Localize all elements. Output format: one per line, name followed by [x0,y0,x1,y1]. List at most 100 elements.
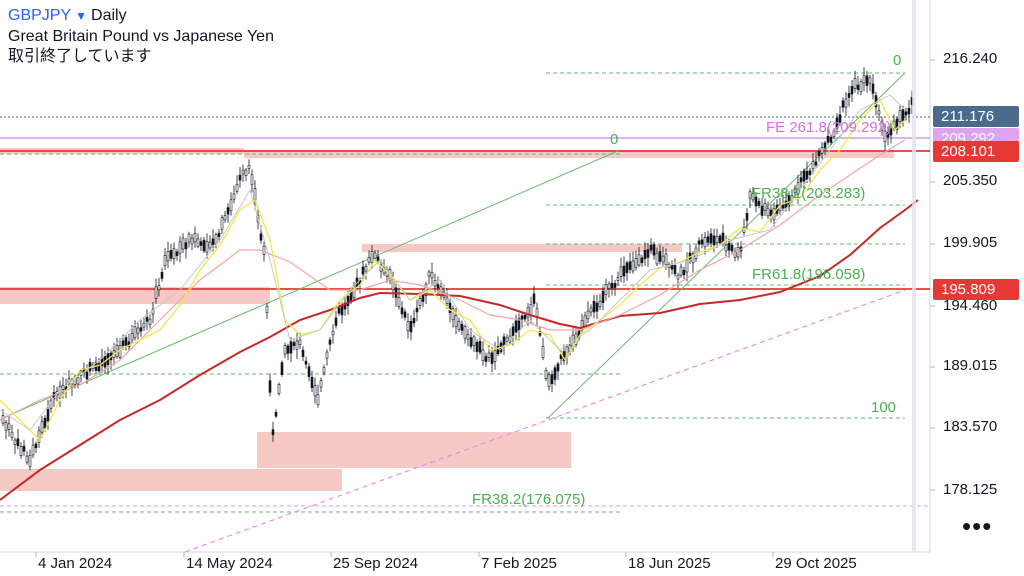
ma-long-red [0,199,919,501]
fib-level-label: FR38.2(203.283) [752,185,866,202]
candle-body [298,339,302,345]
candle-body [16,438,20,447]
candle-body [757,200,761,206]
candle-body [31,444,35,456]
candle-body [25,455,29,463]
price-axis-label: 216.240 [943,50,998,67]
candle-body [247,164,251,169]
candle-body [418,298,422,306]
candle-body [736,247,740,258]
market-status: 取引終了しています [8,48,152,65]
candle-body [472,336,476,346]
candle-body [19,446,23,456]
candle-body [316,394,320,406]
candle-body [28,455,32,467]
price-axis-label: 205.350 [943,172,998,189]
candle-body [259,233,263,241]
candle-body [238,174,242,181]
candle-body [268,380,272,393]
candle-body [526,307,530,318]
candle-body [154,286,158,299]
candle-body [706,236,710,243]
timeframe-label[interactable]: Daily [91,7,127,24]
candle-body [292,342,296,346]
candle-body [724,244,728,252]
candle-body [709,233,713,244]
candle-body [883,130,887,142]
candle-body [646,249,650,258]
candle-body [427,271,431,277]
candle-body [853,78,857,89]
candle-body [235,183,239,192]
candle-body [310,377,314,388]
fe-label: FE 261.8(209.292) [766,119,892,136]
candle-body [205,241,209,253]
symbol-dropdown-icon[interactable]: ▼ [75,9,88,23]
candle-body [601,290,605,303]
candle-body [907,107,911,115]
candle-body [49,399,53,409]
candle-body [190,237,194,245]
candle-body [46,409,50,422]
candle-body [751,193,755,201]
candle-body [880,120,884,131]
candle-body [148,318,152,325]
candle-body [793,187,797,193]
candle-body [343,302,347,310]
candle-body [700,239,704,245]
candle-body [346,295,350,307]
candle-body [364,266,368,272]
candle-body [244,169,248,176]
candle-body [361,266,365,275]
candle-body [286,345,290,354]
candle-body [481,349,485,362]
candle-body [466,334,470,340]
candle-body [352,285,356,299]
candle-body [634,258,638,268]
symbol-name[interactable]: GBPJPY [8,7,72,24]
time-axis-label: 7 Feb 2025 [481,555,557,572]
candle-body [628,261,632,270]
candle-body [157,285,161,291]
candle-body [37,430,41,443]
candle-body [523,314,527,320]
candle-body [220,217,224,230]
candle-body [178,241,182,254]
candle-body [769,209,773,217]
candle-body [832,130,836,137]
candle-body [865,75,869,86]
candle-body [484,356,488,362]
candle-body [850,86,854,95]
candle-body [592,300,596,313]
candle-body [625,262,629,274]
candle-body [826,135,830,143]
candle-body [217,232,221,237]
candle-body [490,352,494,364]
more-options-icon[interactable]: ••• [962,511,993,541]
candle-body [631,260,635,272]
candle-body [325,351,329,359]
candle-body [139,327,143,332]
candle-body [718,235,722,244]
candle-body [697,240,701,245]
candle-body [196,238,200,247]
candle-body [241,169,245,175]
candle-body [637,254,641,266]
candle-body [514,320,518,333]
candle-body [661,255,665,263]
candle-body [532,293,536,304]
candle-body [619,266,623,277]
candle-body [43,417,47,429]
candle-body [301,349,305,357]
ma-mid-pink [0,139,906,421]
candle-body [742,226,746,233]
candle-body [664,253,668,266]
candle-body [856,84,860,90]
candle-body [13,439,17,445]
fib-level-label: 100 [871,399,897,416]
candle-body [448,302,452,313]
candle-body [556,363,560,372]
candle-body [862,75,866,84]
